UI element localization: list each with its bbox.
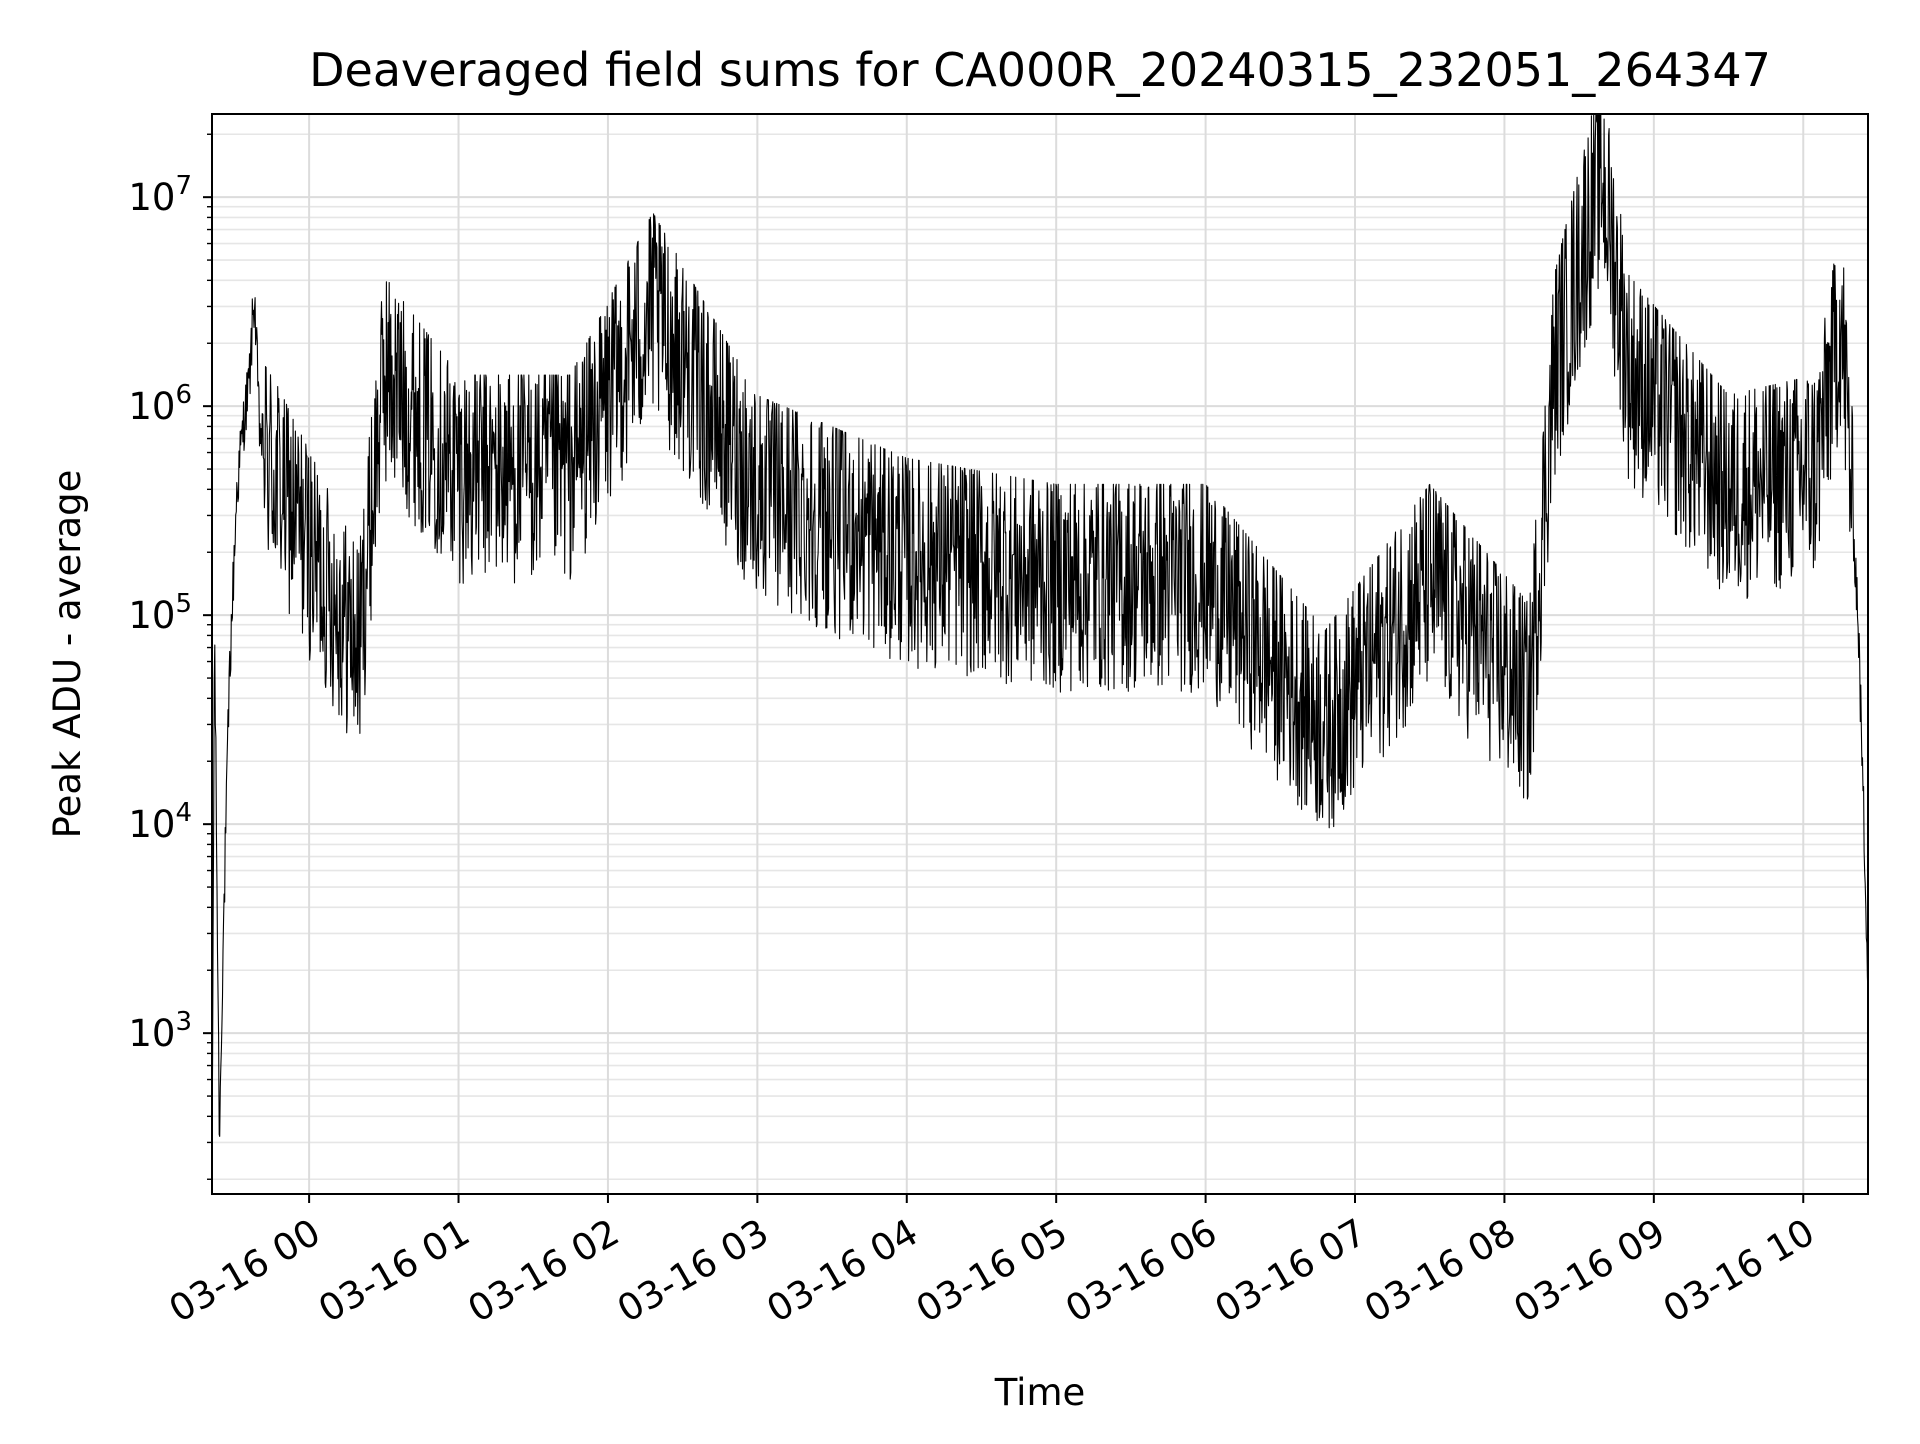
- y-axis-label: Peak ADU - average: [46, 470, 89, 839]
- y-tick-label: 105: [128, 589, 192, 637]
- y-tick-label: 106: [128, 380, 192, 428]
- series-layer: [211, 113, 1869, 1152]
- series-line: [211, 113, 1869, 1152]
- plot-frame: [211, 113, 1869, 1195]
- y-tick-label: 103: [128, 1007, 192, 1055]
- chart-title: Deaveraged field sums for CA000R_2024031…: [309, 43, 1771, 97]
- y-tick-label: 107: [128, 171, 192, 219]
- x-axis-label: Time: [994, 1371, 1086, 1414]
- y-axis: 103 104 105 106 107: [128, 133, 212, 1180]
- y-tick-label: 104: [128, 798, 192, 846]
